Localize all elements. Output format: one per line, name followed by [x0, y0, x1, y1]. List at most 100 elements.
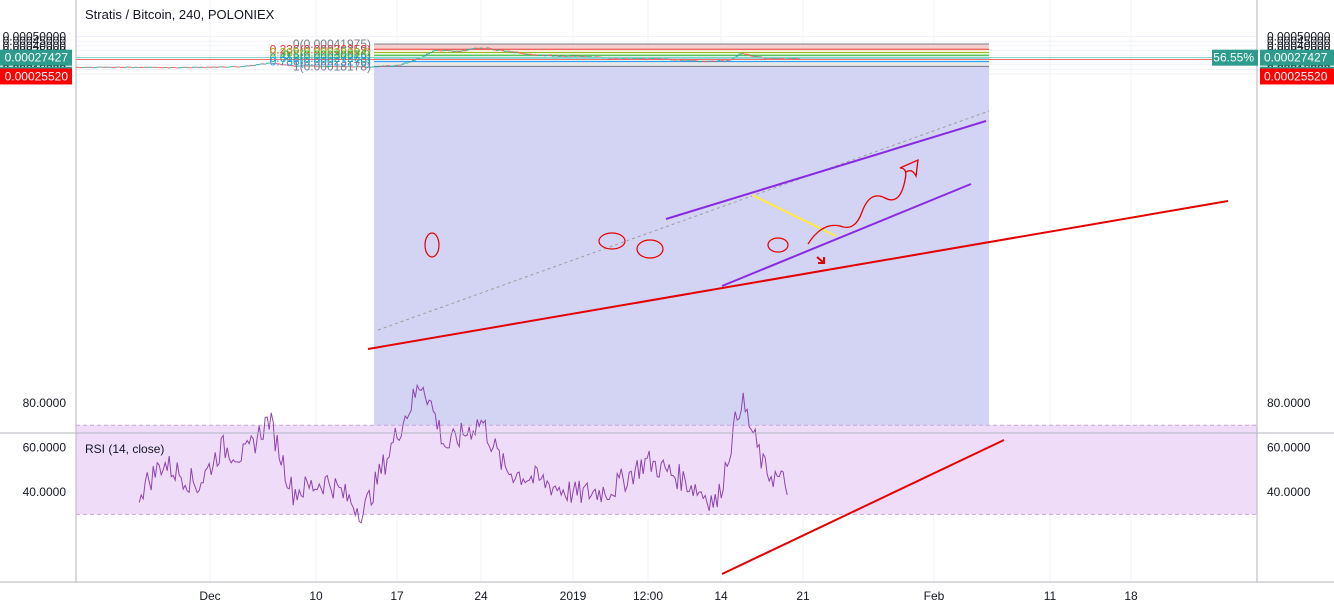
candle-body — [154, 66, 156, 68]
candle-body — [720, 60, 722, 62]
candle-body — [584, 56, 586, 58]
candle-body — [168, 67, 170, 69]
rsi-tick-label-right: 40.0000 — [1267, 485, 1311, 499]
candle-body — [262, 63, 264, 65]
candle-body — [142, 67, 144, 69]
candle-body — [790, 58, 792, 60]
rsi-tick-label-right: 60.0000 — [1267, 441, 1311, 455]
candle-body — [390, 65, 392, 67]
candle-body — [246, 65, 248, 67]
candle-body — [402, 63, 404, 65]
candle-body — [670, 59, 672, 61]
candle-body — [332, 65, 334, 67]
time-tick-label: 14 — [714, 589, 728, 603]
candle-body — [524, 53, 526, 55]
candle-body — [616, 58, 618, 60]
candle-body — [346, 66, 348, 68]
candle-body — [408, 61, 410, 63]
circle-mark — [636, 239, 664, 259]
candle-body — [586, 56, 588, 58]
rsi-trendline — [721, 439, 1005, 575]
candle-body — [478, 48, 480, 50]
candle-body — [792, 58, 794, 60]
fib-label-0.382: 0.382(0.00032884) — [270, 46, 371, 60]
candle-body — [122, 67, 124, 69]
candle-body — [528, 53, 530, 55]
time-tick-label: 21 — [796, 589, 810, 603]
candle-body — [708, 60, 710, 62]
red-level-badge-left: 0.00025520 — [0, 68, 72, 85]
candle-body — [578, 55, 580, 57]
candle-body — [712, 60, 714, 62]
candle-body — [596, 56, 598, 58]
percent-badge-text: 56.55% — [1213, 51, 1254, 65]
candle-body — [756, 55, 758, 57]
fib-zone-0.236 — [374, 49, 989, 53]
candle-body — [474, 47, 476, 49]
candle-body — [770, 58, 772, 60]
candle-body — [160, 67, 162, 69]
candle-body — [726, 60, 728, 62]
candle-body — [568, 56, 570, 58]
price-tick-label-right: 0.00040000 — [1267, 39, 1331, 53]
candle-body — [290, 65, 292, 67]
candle-body — [218, 66, 220, 68]
candle-body — [576, 55, 578, 57]
red-level-badge-right-text: 0.00025520 — [1264, 69, 1328, 83]
candle-body — [704, 61, 706, 63]
candle-body — [176, 67, 178, 69]
candle-body — [104, 66, 106, 68]
price-tick-label-left: 0.00045000 — [3, 34, 67, 48]
candle-body — [216, 66, 218, 68]
candle-body — [652, 58, 654, 60]
candle-body — [144, 66, 146, 68]
candle-body — [106, 66, 108, 68]
candle-body — [242, 66, 244, 68]
candle-body — [382, 65, 384, 67]
candle-body — [250, 65, 252, 67]
candle-body — [488, 47, 490, 49]
fib-label-0.786: 0.786(0.00023270) — [270, 55, 371, 69]
candle-body — [254, 64, 256, 66]
candle-body — [110, 66, 112, 68]
candle-body — [354, 66, 356, 68]
candle-body — [490, 48, 492, 50]
candle-body — [274, 63, 276, 65]
candle-body — [686, 60, 688, 62]
fib-trend-dashed — [377, 110, 990, 331]
percent-badge-bg — [1212, 49, 1258, 66]
candle-body — [776, 58, 778, 60]
candle-body — [752, 55, 754, 57]
candle-body — [174, 67, 176, 69]
fib-label-0: 0(0.00041975) — [293, 37, 371, 51]
candle-body — [184, 66, 186, 68]
candle-body — [470, 48, 472, 50]
candle-body — [722, 60, 724, 62]
candle-body — [378, 66, 380, 68]
circle-mark — [767, 237, 789, 253]
rsi-tick-label-left: 40.0000 — [23, 485, 67, 499]
candle-body — [754, 55, 756, 57]
candle-body — [82, 67, 84, 69]
time-tick-label: 11 — [1044, 589, 1057, 603]
candle-body — [444, 50, 446, 52]
candle-body — [650, 58, 652, 60]
candle-body — [236, 66, 238, 68]
candle-body — [612, 57, 614, 59]
candle-body — [296, 65, 298, 67]
candle-body — [210, 66, 212, 68]
candle-body — [514, 51, 516, 53]
candle-body — [148, 66, 150, 68]
candle-body — [550, 54, 552, 57]
candle-body — [418, 58, 420, 60]
candle-body — [422, 56, 424, 58]
candle-body — [534, 54, 536, 56]
candle-body — [96, 66, 98, 68]
candle-body — [278, 63, 280, 65]
candle-body — [680, 59, 682, 61]
chart-title: Stratis / Bitcoin, 240, POLONIEX — [85, 7, 275, 22]
time-tick-label: Dec — [199, 589, 220, 603]
candle-body — [386, 65, 388, 67]
candle-body — [370, 66, 372, 68]
